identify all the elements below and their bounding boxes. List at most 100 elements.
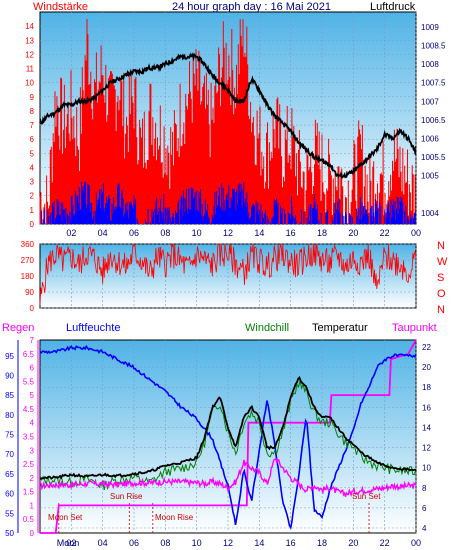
p2-left-tick-label: 270 [21, 256, 35, 265]
annotation-moon-rise: Moon Rise [155, 513, 194, 522]
p3-x-tick-label: 10 [192, 538, 202, 548]
p1-left-tick-label: 0 [30, 220, 35, 229]
wind-speed-bars [41, 181, 416, 224]
p1-left-tick-label: 13 [25, 36, 34, 45]
humidity-tick-label: 70 [5, 450, 14, 459]
p1-left-tick-label: 9 [30, 93, 35, 102]
p1-x-tick-label: 14 [254, 228, 264, 238]
p1-x-tick-label: 08 [160, 228, 170, 238]
p2-left-tick-label: 360 [21, 240, 35, 249]
humidity-tick-label: 85 [5, 391, 14, 400]
p1-left-tick-label: 8 [30, 107, 35, 116]
humidity-tick-label: 55 [5, 509, 14, 518]
rain-tick-label: 7 [30, 336, 35, 345]
rain-tick-label: 1 [30, 501, 35, 510]
humidity-tick-label: 95 [5, 352, 14, 361]
rain-tick-label: 4.5 [23, 405, 35, 414]
compass-label: N [437, 304, 445, 316]
p1-left-tick-label: 14 [25, 22, 34, 31]
humidity-line [39, 344, 417, 530]
compass-label: S [437, 272, 444, 284]
p3-x-tick-label: 12 [223, 538, 233, 548]
p1-right-tick-label: 1008.5 [421, 41, 446, 50]
rain-tick-label: 0 [30, 529, 35, 538]
rain-tick-label: 5 [30, 391, 35, 400]
p3-x-tick-label: 00 [411, 538, 421, 548]
p1-left-tick-label: 10 [25, 79, 34, 88]
humidity-tick-label: 90 [5, 371, 14, 380]
dewpoint-line [39, 457, 417, 498]
p1-left-tick-label: 7 [30, 121, 35, 130]
p3-right-tick-label: 20 [422, 363, 431, 372]
legend-regen: Regen [2, 322, 34, 334]
p3-x-tick-label: 18 [317, 538, 327, 548]
annotation-moon-set: Moon Set [48, 513, 83, 522]
p1-right-tick-label: 1005.5 [421, 153, 446, 162]
p1-left-tick-label: 2 [30, 192, 35, 201]
rain-tick-label: 5.5 [23, 377, 35, 386]
humidity-tick-label: 50 [5, 529, 14, 538]
legend-temperatur: Temperatur [312, 322, 368, 334]
pressure-axis-title: Luftdruck [370, 1, 416, 13]
p3-x-tick-label: 20 [348, 538, 358, 548]
p3-right-tick-label: 22 [422, 343, 431, 352]
wind-speed-axis-title: Windstärke [33, 1, 88, 13]
p3-x-tick-label: Moon [57, 538, 80, 548]
compass-label: N [437, 240, 445, 252]
p1-right-tick-label: 1006 [421, 134, 439, 143]
p3-x-tick-label: 08 [160, 538, 170, 548]
p3-right-tick-label: 18 [422, 383, 431, 392]
annotation-sun-set: Sun Set [352, 492, 381, 501]
p2-left-tick-label: 90 [25, 288, 34, 297]
p3-x-tick-label: 14 [254, 538, 264, 548]
p2-left-tick-label: 180 [21, 272, 35, 281]
p3-x-tick-label: 04 [98, 538, 108, 548]
p3-right-tick-label: 12 [422, 444, 431, 453]
rain-tick-label: 3 [30, 446, 35, 455]
temperature-line [39, 375, 417, 480]
p1-x-tick-label: 06 [129, 228, 139, 238]
rain-tick-label: 6 [30, 364, 35, 373]
p1-left-tick-label: 5 [30, 149, 35, 158]
p1-left-tick-label: 11 [26, 65, 35, 74]
humidity-tick-label: 75 [5, 431, 14, 440]
p1-right-tick-label: 1008 [421, 60, 439, 69]
rain-line [40, 339, 417, 534]
p3-x-tick-label: 06 [129, 538, 139, 548]
p3-right-tick-label: 16 [422, 403, 431, 412]
p1-x-tick-label: 10 [192, 228, 202, 238]
p3-x-tick-label: 02 [66, 538, 76, 548]
legend-windchill: Windchill [245, 322, 289, 334]
p1-x-tick-label: 02 [66, 228, 76, 238]
p2-left-tick-label: 0 [30, 304, 35, 313]
p1-x-tick-label: 20 [348, 228, 358, 238]
p1-right-tick-label: 1006.5 [421, 116, 446, 125]
p3-right-tick-label: 10 [422, 464, 431, 473]
p1-left-tick-label: 6 [30, 135, 35, 144]
rain-tick-label: 0.5 [23, 515, 35, 524]
p1-x-tick-label: 04 [98, 228, 108, 238]
wind-direction-line [39, 243, 417, 306]
annotation-sun-rise: Sun Rise [110, 492, 143, 501]
p3-right-tick-label: 6 [422, 504, 427, 513]
p1-right-tick-label: 1005 [421, 172, 439, 181]
rain-tick-label: 4 [30, 419, 35, 428]
p1-right-tick-label: 1009 [421, 23, 439, 32]
rain-tick-label: 1.5 [23, 488, 35, 497]
p3-x-tick-label: 16 [286, 538, 296, 548]
p1-right-tick-label: 1004 [421, 209, 439, 218]
rain-tick-label: 2.5 [23, 460, 35, 469]
pressure-line [39, 52, 417, 180]
rain-tick-label: 6.5 [23, 350, 35, 359]
compass-label: O [437, 288, 446, 300]
chart-title: 24 hour graph day : 16 Mai 2021 [172, 1, 331, 13]
p3-right-tick-label: 4 [422, 524, 427, 533]
humidity-tick-label: 65 [5, 470, 14, 479]
compass-label: W [437, 256, 448, 268]
p1-left-tick-label: 3 [30, 178, 35, 187]
p3-right-tick-label: 14 [422, 423, 431, 432]
p1-left-tick-label: 4 [30, 163, 35, 172]
p1-x-tick-label: 00 [411, 228, 421, 238]
p1-x-tick-label: 18 [317, 228, 327, 238]
